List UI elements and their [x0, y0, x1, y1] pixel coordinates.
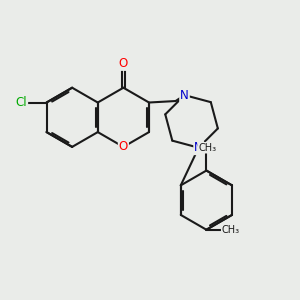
Text: CH₃: CH₃ [222, 225, 240, 235]
Text: N: N [194, 141, 203, 154]
Text: O: O [119, 140, 128, 153]
Text: Cl: Cl [16, 96, 27, 109]
Text: CH₃: CH₃ [198, 143, 216, 153]
Text: N: N [180, 88, 189, 102]
Text: O: O [119, 57, 128, 70]
